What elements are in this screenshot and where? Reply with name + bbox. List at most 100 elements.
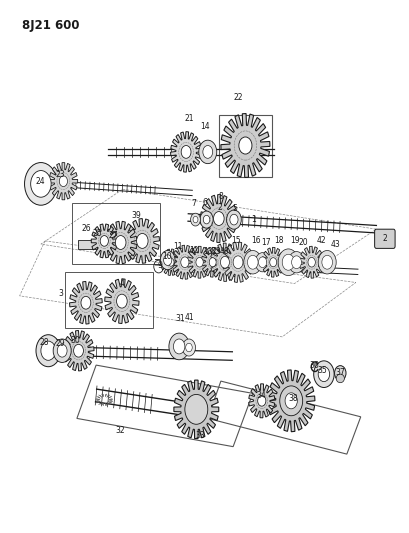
- Text: 13: 13: [203, 247, 213, 256]
- Circle shape: [25, 163, 57, 205]
- Polygon shape: [262, 247, 285, 277]
- Circle shape: [137, 233, 148, 248]
- Circle shape: [100, 236, 108, 246]
- Polygon shape: [125, 219, 160, 263]
- Bar: [72, 203, 160, 264]
- Text: 36: 36: [309, 361, 319, 369]
- Text: 25: 25: [92, 229, 102, 238]
- Text: 22: 22: [233, 93, 243, 101]
- Text: 3: 3: [58, 289, 63, 297]
- Text: 18: 18: [274, 237, 284, 245]
- Bar: [219, 115, 272, 177]
- Text: 5: 5: [233, 205, 238, 213]
- Circle shape: [285, 393, 297, 409]
- Polygon shape: [70, 281, 102, 324]
- Polygon shape: [221, 114, 270, 177]
- Polygon shape: [49, 163, 78, 200]
- Text: 40: 40: [219, 247, 229, 256]
- Circle shape: [227, 210, 241, 229]
- Ellipse shape: [335, 366, 346, 381]
- Circle shape: [185, 394, 208, 424]
- Polygon shape: [249, 384, 275, 418]
- Text: 7: 7: [191, 199, 196, 208]
- Polygon shape: [222, 242, 254, 282]
- Text: 43: 43: [330, 240, 340, 248]
- Text: 41: 41: [184, 313, 194, 321]
- Circle shape: [59, 176, 67, 187]
- Bar: [65, 272, 153, 328]
- Circle shape: [322, 255, 333, 269]
- Text: 1: 1: [251, 215, 256, 224]
- Polygon shape: [201, 247, 224, 277]
- Circle shape: [31, 171, 51, 197]
- Circle shape: [230, 214, 238, 225]
- Text: 23: 23: [56, 171, 65, 179]
- Text: 33: 33: [196, 432, 205, 440]
- Circle shape: [239, 137, 252, 154]
- Circle shape: [233, 256, 243, 269]
- Text: 30: 30: [71, 336, 81, 344]
- Text: 2: 2: [218, 204, 222, 212]
- Circle shape: [168, 258, 174, 266]
- Circle shape: [199, 140, 217, 164]
- FancyBboxPatch shape: [375, 229, 395, 248]
- Circle shape: [209, 257, 216, 266]
- Text: 15: 15: [231, 237, 241, 245]
- Text: 19: 19: [290, 237, 300, 245]
- Text: 8J21 600: 8J21 600: [22, 19, 80, 31]
- Circle shape: [282, 254, 294, 270]
- Circle shape: [160, 251, 175, 270]
- Text: 21: 21: [184, 114, 194, 123]
- Circle shape: [203, 215, 210, 224]
- Circle shape: [181, 146, 191, 158]
- Text: 31: 31: [175, 314, 185, 323]
- Circle shape: [258, 257, 267, 268]
- Text: 29: 29: [56, 340, 65, 348]
- Polygon shape: [91, 224, 117, 258]
- Circle shape: [284, 391, 299, 410]
- Circle shape: [292, 256, 301, 269]
- Text: 17: 17: [261, 238, 271, 247]
- Circle shape: [255, 253, 270, 272]
- Circle shape: [220, 256, 229, 268]
- Text: 28: 28: [39, 338, 49, 346]
- Circle shape: [169, 333, 189, 360]
- Circle shape: [74, 344, 83, 357]
- Circle shape: [81, 296, 91, 309]
- Polygon shape: [187, 246, 212, 278]
- Text: 42: 42: [316, 237, 326, 245]
- Circle shape: [203, 146, 213, 158]
- Circle shape: [181, 257, 189, 268]
- Text: 24: 24: [35, 177, 45, 185]
- Circle shape: [191, 213, 200, 226]
- Circle shape: [314, 361, 334, 387]
- Text: 38: 38: [289, 394, 299, 403]
- Text: 39: 39: [131, 212, 141, 220]
- Text: 32: 32: [116, 426, 126, 435]
- Text: 12: 12: [189, 246, 199, 255]
- Circle shape: [189, 400, 204, 419]
- Polygon shape: [200, 195, 237, 243]
- Circle shape: [36, 335, 61, 367]
- Polygon shape: [299, 246, 324, 278]
- Polygon shape: [161, 249, 181, 276]
- Text: 11: 11: [173, 242, 183, 251]
- Polygon shape: [171, 132, 202, 172]
- Circle shape: [318, 367, 330, 382]
- Circle shape: [57, 344, 67, 357]
- Polygon shape: [63, 330, 94, 371]
- Circle shape: [288, 252, 305, 273]
- Circle shape: [244, 251, 262, 274]
- Circle shape: [196, 257, 203, 267]
- Polygon shape: [174, 380, 219, 439]
- Polygon shape: [104, 221, 137, 264]
- Circle shape: [247, 255, 258, 269]
- Circle shape: [117, 294, 127, 308]
- Polygon shape: [172, 245, 198, 279]
- Circle shape: [278, 249, 299, 276]
- Bar: [78, 240, 97, 249]
- Circle shape: [318, 251, 336, 274]
- Circle shape: [164, 255, 172, 265]
- Text: 26: 26: [82, 224, 92, 232]
- Text: 10: 10: [162, 253, 172, 261]
